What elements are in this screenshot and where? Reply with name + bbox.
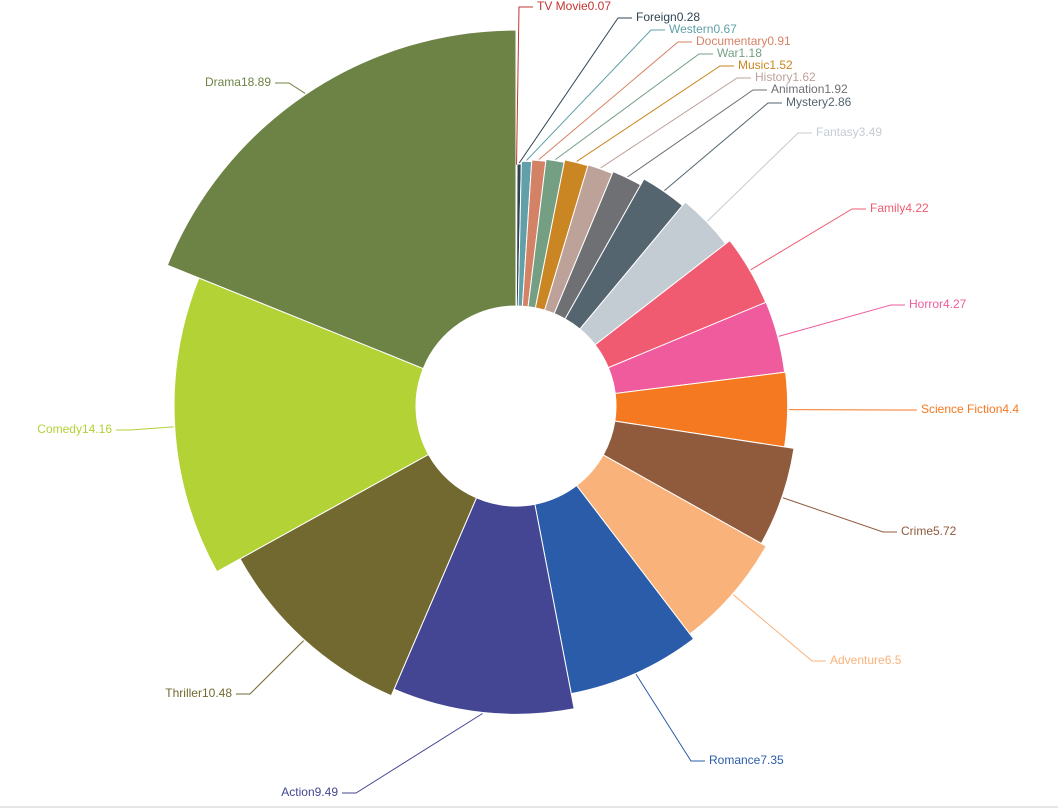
leader-line-history [600, 77, 751, 169]
leader-line-action [342, 713, 483, 794]
leader-line-horror [778, 304, 905, 337]
leader-line-thriller [236, 640, 304, 695]
label-family: Family4.22 [870, 201, 929, 215]
leader-line-fantasy [707, 132, 812, 222]
leader-line-family [750, 208, 866, 271]
leader-line-comedy [116, 426, 174, 431]
label-action: Action9.49 [281, 785, 338, 799]
label-adventure: Adventure6.5 [830, 653, 902, 667]
label-romance: Romance7.35 [709, 753, 784, 767]
leader-line-mystery [664, 102, 782, 191]
label-thriller: Thriller10.48 [165, 686, 232, 700]
slices-layer [166, 29, 795, 715]
leader-line-adventure [732, 594, 826, 662]
label-mystery: Mystery2.86 [786, 95, 852, 109]
label-fantasy: Fantasy3.49 [816, 125, 882, 139]
leader-line-war [555, 53, 713, 161]
leader-line-foreign [518, 17, 632, 164]
slice-drama[interactable] [166, 29, 517, 370]
leader-line-crime [782, 497, 897, 533]
leader-line-tv-movie [516, 6, 533, 165]
labels-layer: TV Movie0.07 Foreign0.28Western0.67Docume… [37, 0, 1019, 799]
label-documentary: Documentary0.91 [696, 34, 791, 48]
label-horror: Horror4.27 [909, 297, 967, 311]
leader-line-drama [275, 82, 306, 94]
leader-lines-layer [116, 6, 917, 794]
label-history: History1.62 [755, 70, 816, 84]
label-science-fiction: Science Fiction4.4 [921, 402, 1019, 416]
leader-line-western [526, 29, 665, 161]
leader-line-animation [627, 89, 767, 178]
leader-line-music [576, 65, 734, 162]
label-animation: Animation1.92 [771, 82, 848, 96]
slice-thriller[interactable] [239, 453, 478, 697]
label-tv-movie: TV Movie0.07 [537, 0, 611, 13]
leader-line-romance [635, 674, 705, 762]
label-music: Music1.52 [738, 58, 793, 72]
label-crime: Crime5.72 [901, 524, 957, 538]
bottom-border [0, 806, 1058, 808]
slice-action[interactable] [393, 497, 575, 715]
slice-comedy[interactable] [173, 277, 430, 573]
label-drama: Drama18.89 [205, 75, 271, 89]
label-foreign: Foreign0.28 [636, 10, 700, 24]
label-western: Western0.67 [669, 22, 737, 36]
leader-line-documentary [538, 41, 692, 160]
label-comedy: Comedy14.16 [37, 422, 112, 436]
label-war: War1.18 [717, 46, 762, 60]
